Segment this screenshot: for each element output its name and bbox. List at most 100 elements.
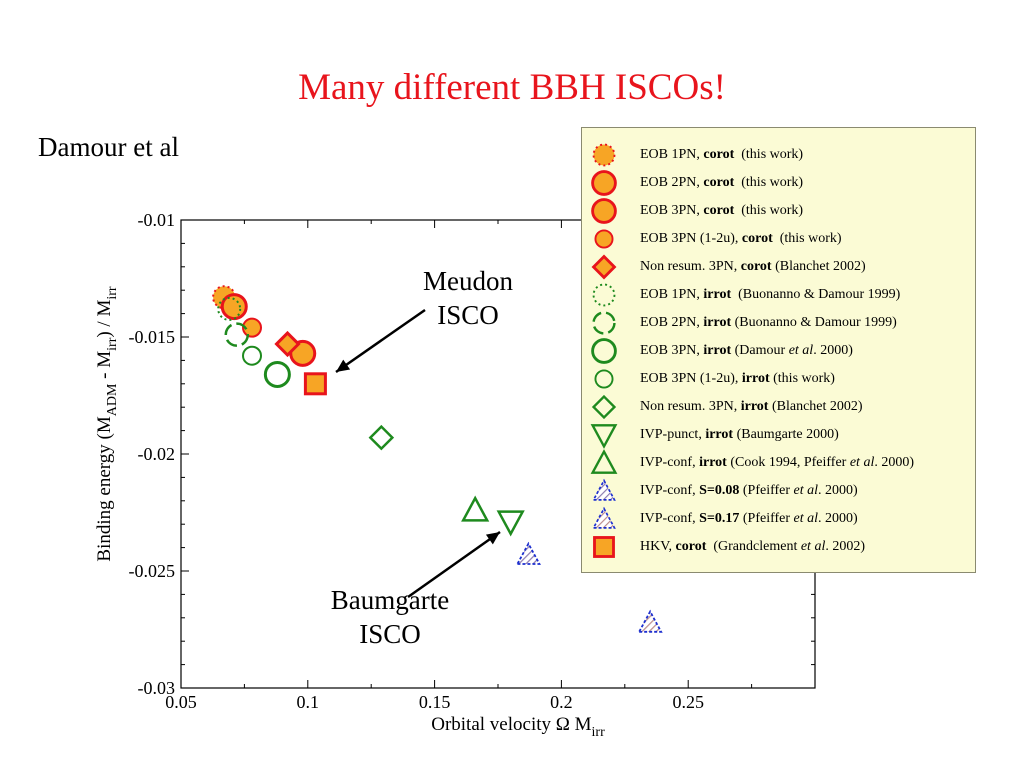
legend-label-part: (Blanchet 2002) xyxy=(771,259,866,274)
legend-label: EOB 2PN, irrot (Buonanno & Damour 1999) xyxy=(640,315,897,331)
y-tick-label: -0.01 xyxy=(138,210,176,230)
y-tick-label: -0.025 xyxy=(129,561,176,581)
legend-label-part: irrot xyxy=(699,455,727,470)
legend-marker-icon xyxy=(592,311,616,335)
legend-item: EOB 2PN, irrot (Buonanno & Damour 1999) xyxy=(582,309,975,337)
legend-marker xyxy=(592,478,616,501)
data-point xyxy=(368,424,395,451)
legend-label-part: (this work) xyxy=(772,231,842,246)
legend-label-part: corot xyxy=(703,203,735,218)
legend-label-part: EOB 1PN, xyxy=(640,147,704,162)
legend-item: EOB 1PN, irrot (Buonanno & Damour 1999) xyxy=(582,281,975,309)
legend-label-part: (Pfeiffer xyxy=(739,511,794,526)
legend-marker xyxy=(591,198,617,224)
legend-marker xyxy=(592,311,616,335)
data-point xyxy=(515,541,541,565)
legend-label-part: et al xyxy=(800,539,826,554)
legend-marker xyxy=(591,338,617,364)
legend-label-part: EOB 3PN (1-2u), xyxy=(640,231,742,246)
legend-label-part: IVP-punct, xyxy=(640,427,706,442)
legend-label-part: irrot xyxy=(703,315,732,330)
legend-label: EOB 3PN (1-2u), corot (this work) xyxy=(640,231,842,247)
legend-marker-icon xyxy=(592,478,616,501)
legend-label-part: EOB 3PN (1-2u), xyxy=(640,371,742,386)
legend-marker xyxy=(591,170,617,196)
legend-item: Non resum. 3PN, irrot (Blanchet 2002) xyxy=(582,393,975,421)
legend-label: EOB 1PN, corot (this work) xyxy=(640,147,803,163)
legend-label-part: (this work) xyxy=(769,371,835,386)
legend-label-part: irrot xyxy=(703,343,732,358)
legend-label-part: EOB 1PN, xyxy=(640,287,704,302)
legend-label: EOB 3PN, corot (this work) xyxy=(640,203,803,219)
legend-marker xyxy=(592,283,616,307)
legend-label-part: IVP-conf, xyxy=(640,455,700,470)
baumgarte-label: Baumgarte xyxy=(330,585,450,615)
legend-marker xyxy=(591,394,617,420)
data-point xyxy=(242,345,263,366)
legend-label-part: corot xyxy=(741,231,773,246)
legend-marker-icon xyxy=(591,394,617,420)
legend-label-part: (Pfeiffer xyxy=(739,483,794,498)
x-tick-label: 0.2 xyxy=(550,692,573,712)
legend-item: EOB 3PN (1-2u), corot (this work) xyxy=(582,225,975,253)
legend-label-part: (Blanchet 2002) xyxy=(768,399,863,414)
legend-item: EOB 2PN, corot (this work) xyxy=(582,169,975,197)
legend-label-part: EOB 2PN, xyxy=(640,315,704,330)
legend-label-part: irrot xyxy=(703,287,732,302)
data-point xyxy=(496,510,525,537)
legend-item: EOB 3PN (1-2u), irrot (this work) xyxy=(582,365,975,393)
legend-label-part: (this work) xyxy=(734,147,804,162)
legend-label-part: . 2000) xyxy=(874,455,915,470)
legend-marker xyxy=(594,369,614,389)
meudon-isco-label: ISCO xyxy=(437,300,499,330)
legend-marker xyxy=(594,229,614,249)
legend-marker-icon xyxy=(594,229,614,249)
legend-label: EOB 3PN, irrot (Damour et al. 2000) xyxy=(640,343,853,359)
legend-marker xyxy=(590,449,618,474)
legend-label-part: (Grandclement xyxy=(706,539,801,554)
legend-label-part: (this work) xyxy=(734,175,804,190)
legend-item: IVP-conf, S=0.08 (Pfeiffer et al. 2000) xyxy=(582,477,975,505)
legend-marker xyxy=(593,536,615,558)
legend-label-part: EOB 3PN, xyxy=(640,203,704,218)
legend-label-part: S=0.17 xyxy=(699,511,740,526)
slide-title: Many different BBH ISCOs! xyxy=(298,67,726,108)
baumgarte-annotation: Baumgarte ISCO xyxy=(300,583,480,651)
legend-marker-icon xyxy=(591,254,617,280)
meudon-arrow xyxy=(335,308,426,374)
legend-label: EOB 2PN, corot (this work) xyxy=(640,175,803,191)
legend-item: IVP-conf, S=0.17 (Pfeiffer et al. 2000) xyxy=(582,505,975,533)
legend-label-part: IVP-conf, xyxy=(640,511,700,526)
legend-marker xyxy=(591,254,617,280)
legend-label-part: corot xyxy=(675,539,707,554)
legend-marker-icon xyxy=(592,143,616,167)
meudon-annotation: Meudon ISCO xyxy=(398,264,538,332)
legend-item: EOB 1PN, corot (this work) xyxy=(582,141,975,169)
legend-label: Non resum. 3PN, irrot (Blanchet 2002) xyxy=(640,399,863,415)
legend-label-part: corot xyxy=(703,147,735,162)
data-point xyxy=(224,322,250,347)
legend-label-part: IVP-conf, xyxy=(640,483,700,498)
legend-label-part: corot xyxy=(740,259,772,274)
legend-label-part: (Buonanno & Damour 1999) xyxy=(731,315,897,330)
data-point xyxy=(217,296,242,321)
legend-label-part: . 2000) xyxy=(818,511,858,526)
legend-marker-icon xyxy=(591,198,617,224)
legend-label-part: HKV, xyxy=(640,539,676,554)
legend-marker-icon xyxy=(593,536,615,558)
legend-item: IVP-conf, irrot (Cook 1994, Pfeiffer et … xyxy=(582,449,975,477)
legend-marker-icon xyxy=(591,170,617,196)
legend-label-part: S=0.08 xyxy=(699,483,740,498)
legend-label-part: Non resum. 3PN, xyxy=(640,399,741,414)
legend-label: IVP-conf, S=0.08 (Pfeiffer et al. 2000) xyxy=(640,483,858,499)
legend-label-part: et al xyxy=(793,483,819,498)
annotation-arrows xyxy=(335,308,501,599)
legend-label-part: . 2000) xyxy=(818,483,858,498)
x-tick-label: 0.1 xyxy=(297,692,320,712)
legend-item: IVP-punct, irrot (Baumgarte 2000) xyxy=(582,421,975,449)
baumgarte-arrow xyxy=(407,530,501,599)
legend-marker-icon xyxy=(590,449,618,474)
legend-marker xyxy=(592,506,616,529)
data-point xyxy=(637,609,663,633)
data-point xyxy=(461,495,490,522)
